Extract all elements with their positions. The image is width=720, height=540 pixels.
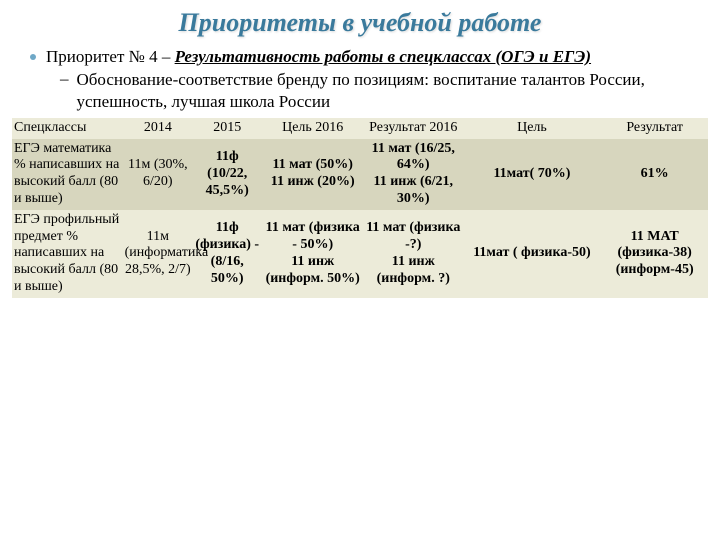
table-header: 2014 bbox=[123, 118, 193, 139]
cell: 11мат( 70%) bbox=[463, 139, 602, 210]
bullet-emph: Результативность работы в спецклассах (О… bbox=[175, 47, 591, 66]
table-header: Результат bbox=[601, 118, 708, 139]
cell: 11 мат (16/25, 64%) 11 инж (6/21, 30%) bbox=[364, 139, 463, 210]
table-header: Спецклассы bbox=[12, 118, 123, 139]
sub-bullet-text: Обоснование-соответствие бренду по позиц… bbox=[77, 69, 709, 112]
row-label: ЕГЭ профильный предмет % написавших на в… bbox=[12, 210, 123, 298]
row-label: ЕГЭ математика % написавших на высокий б… bbox=[12, 139, 123, 210]
bullet-row: Приоритет № 4 – Результативность работы … bbox=[30, 46, 708, 67]
cell: 11 мат (физика - 50%) 11 инж (информ. 50… bbox=[261, 210, 364, 298]
slide: Приоритеты в учебной работе Приоритет № … bbox=[0, 0, 720, 540]
bullet-text: Приоритет № 4 – Результативность работы … bbox=[46, 46, 591, 67]
sub-bullet-row: – Обоснование-соответствие бренду по поз… bbox=[60, 69, 708, 112]
table-row: ЕГЭ математика % написавших на высокий б… bbox=[12, 139, 708, 210]
table-header: Результат 2016 bbox=[364, 118, 463, 139]
table-header-row: Спецклассы 2014 2015 Цель 2016 Результат… bbox=[12, 118, 708, 139]
page-title: Приоритеты в учебной работе bbox=[12, 8, 708, 38]
bullet-prefix: Приоритет № 4 – bbox=[46, 47, 175, 66]
bullet-dot-icon bbox=[30, 54, 36, 60]
cell: 61% bbox=[601, 139, 708, 210]
cell: 11мат ( физика-50) bbox=[463, 210, 602, 298]
data-table: Спецклассы 2014 2015 Цель 2016 Результат… bbox=[12, 118, 708, 298]
cell: 11ф (10/22, 45,5%) bbox=[193, 139, 261, 210]
cell: 11 МАТ (физика-38) (информ-45) bbox=[601, 210, 708, 298]
table-header: 2015 bbox=[193, 118, 261, 139]
cell: 11 мат (50%) 11 инж (20%) bbox=[261, 139, 364, 210]
cell: 11 мат (физика -?) 11 инж (информ. ?) bbox=[364, 210, 463, 298]
table-header: Цель bbox=[463, 118, 602, 139]
cell: 11м (информатика 28,5%, 2/7) bbox=[123, 210, 193, 298]
table-row: ЕГЭ профильный предмет % написавших на в… bbox=[12, 210, 708, 298]
table-header: Цель 2016 bbox=[261, 118, 364, 139]
cell: 11м (30%, 6/20) bbox=[123, 139, 193, 210]
dash-icon: – bbox=[60, 69, 69, 89]
